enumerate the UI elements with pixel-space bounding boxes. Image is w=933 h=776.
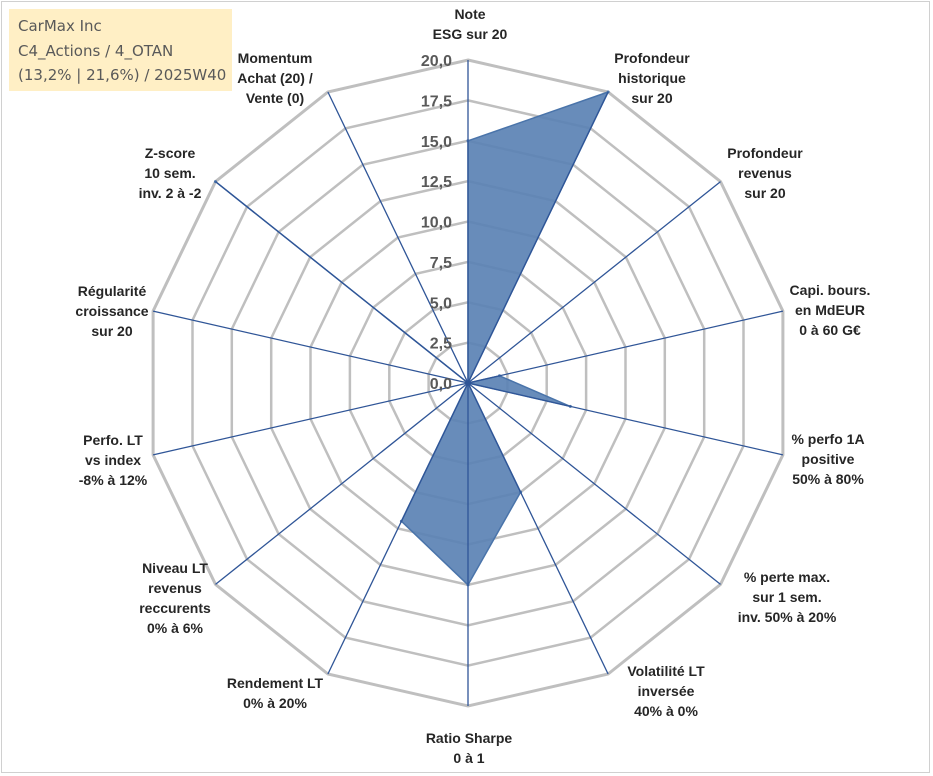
axis-label-11-line-2: sur 20 xyxy=(91,323,132,339)
axis-label-9-line-2: reccurents xyxy=(139,600,211,616)
spoke-12 xyxy=(215,181,469,384)
axis-label-1-line-0: Profondeur xyxy=(614,50,690,66)
spoke-5 xyxy=(467,382,721,585)
axis-label-6: Volatilité LT inversée 40% à 0% xyxy=(627,663,705,719)
axis-label-12-line-2: inv. 2 à -2 xyxy=(139,185,202,201)
tick-label-7: 17,5 xyxy=(421,93,452,110)
axis-label-3: Capi. bours. en MdEUR 0 à 60 G€ xyxy=(790,282,871,338)
spoke-11 xyxy=(152,310,469,384)
spoke-9 xyxy=(215,382,469,585)
tick-label-5: 12,5 xyxy=(421,174,452,191)
axis-label-3-line-0: Capi. bours. xyxy=(790,282,871,298)
tick-label-2: 5,0 xyxy=(430,295,452,312)
axis-label-13-line-1: Achat (20) / xyxy=(237,70,313,86)
axis-label-7: Ratio Sharpe 0 à 1 xyxy=(426,730,513,766)
spoke-4 xyxy=(467,382,784,456)
chart-title-box: CarMax Inc C4_Actions / 4_OTAN (13,2% | … xyxy=(9,9,232,91)
axis-label-2: Profondeur revenus sur 20 xyxy=(727,145,803,201)
axis-label-11-line-1: croissance xyxy=(75,303,148,319)
axis-label-12: Z-score 10 sem. inv. 2 à -2 xyxy=(139,145,202,201)
axis-label-9-line-3: 0% à 6% xyxy=(147,620,204,636)
tick-label-8: 20,0 xyxy=(421,53,452,70)
axis-label-1: Profondeur historique sur 20 xyxy=(614,50,690,106)
axis-label-4-line-2: 50% à 80% xyxy=(792,471,864,487)
axis-label-5-line-0: % perte max. xyxy=(744,569,830,585)
axis-label-5-line-2: inv. 50% à 20% xyxy=(738,609,837,625)
category-label: C4_Actions / 4_OTAN xyxy=(18,42,174,60)
axis-label-3-line-1: en MdEUR xyxy=(795,302,865,318)
axis-label-0: Note ESG sur 20 xyxy=(433,6,508,42)
axis-label-8-line-1: 0% à 20% xyxy=(243,695,307,711)
axis-label-2-line-2: sur 20 xyxy=(744,185,785,201)
axis-label-1-line-1: historique xyxy=(618,70,686,86)
axis-label-12-line-0: Z-score xyxy=(145,145,196,161)
axis-label-12-line-1: 10 sem. xyxy=(144,165,195,181)
spoke-layer xyxy=(152,60,784,706)
tick-label-1: 2,5 xyxy=(430,336,452,353)
tick-label-6: 15,0 xyxy=(421,134,452,151)
axis-label-11: Régularité croissance sur 20 xyxy=(75,283,148,339)
axis-label-13-line-0: Momentum xyxy=(238,50,313,66)
axis-label-6-line-0: Volatilité LT xyxy=(627,663,705,679)
axis-label-11-line-0: Régularité xyxy=(78,283,147,299)
axis-label-7-line-0: Ratio Sharpe xyxy=(426,730,513,746)
spoke-3 xyxy=(467,310,784,384)
axis-label-1-line-2: sur 20 xyxy=(631,90,672,106)
axis-label-7-line-1: 0 à 1 xyxy=(453,750,484,766)
spoke-6 xyxy=(467,382,609,675)
spoke-10 xyxy=(152,382,469,456)
stats-label: (13,2% | 21,6%) / 2025W40 xyxy=(18,66,227,84)
axis-label-5-line-1: sur 1 sem. xyxy=(752,589,821,605)
axis-label-9: Niveau LT revenus reccurents 0% à 6% xyxy=(139,560,211,636)
axis-label-2-line-0: Profondeur xyxy=(727,145,803,161)
axis-label-4-line-1: positive xyxy=(802,451,855,467)
spoke-8 xyxy=(327,382,469,675)
tick-label-4: 10,0 xyxy=(421,215,452,232)
axis-label-9-line-1: revenus xyxy=(148,580,202,596)
axis-label-0-line-0: Note xyxy=(454,6,485,22)
axis-label-6-line-2: 40% à 0% xyxy=(634,703,698,719)
spoke-1 xyxy=(467,91,609,384)
axis-label-2-line-1: revenus xyxy=(738,165,792,181)
axis-label-5: % perte max. sur 1 sem. inv. 50% à 20% xyxy=(738,569,837,625)
spoke-2 xyxy=(467,181,721,384)
spoke-13 xyxy=(327,91,469,384)
axis-label-10-line-0: Perfo. LT xyxy=(83,432,143,448)
axis-label-4-line-0: % perfo 1A xyxy=(791,431,864,447)
tick-label-3: 7,5 xyxy=(430,255,452,272)
axis-label-3-line-2: 0 à 60 G€ xyxy=(799,322,861,338)
tick-layer: 0,0 2,5 5,0 7,5 10,0 12,5 15,0 17,5 20,0 xyxy=(421,53,452,393)
label-layer: Note ESG sur 20 Profondeur historique sur 20… xyxy=(75,6,870,766)
axis-label-13: Momentum Achat (20) / Vente (0) xyxy=(237,50,313,106)
axis-label-4: % perfo 1A positive 50% à 80% xyxy=(791,431,864,487)
axis-label-8-line-0: Rendement LT xyxy=(227,675,324,691)
tick-label-0: 0,0 xyxy=(430,376,452,393)
axis-label-0-line-1: ESG sur 20 xyxy=(433,26,508,42)
axis-label-8: Rendement LT 0% à 20% xyxy=(227,675,324,711)
axis-label-10-line-2: -8% à 12% xyxy=(79,472,148,488)
axis-label-13-line-2: Vente (0) xyxy=(246,90,304,106)
axis-label-10-line-1: vs index xyxy=(85,452,141,468)
axis-label-9-line-0: Niveau LT xyxy=(142,560,208,576)
axis-label-10: Perfo. LT vs index -8% à 12% xyxy=(79,432,148,488)
company-name: CarMax Inc xyxy=(18,17,102,35)
axis-label-6-line-1: inversée xyxy=(638,683,695,699)
